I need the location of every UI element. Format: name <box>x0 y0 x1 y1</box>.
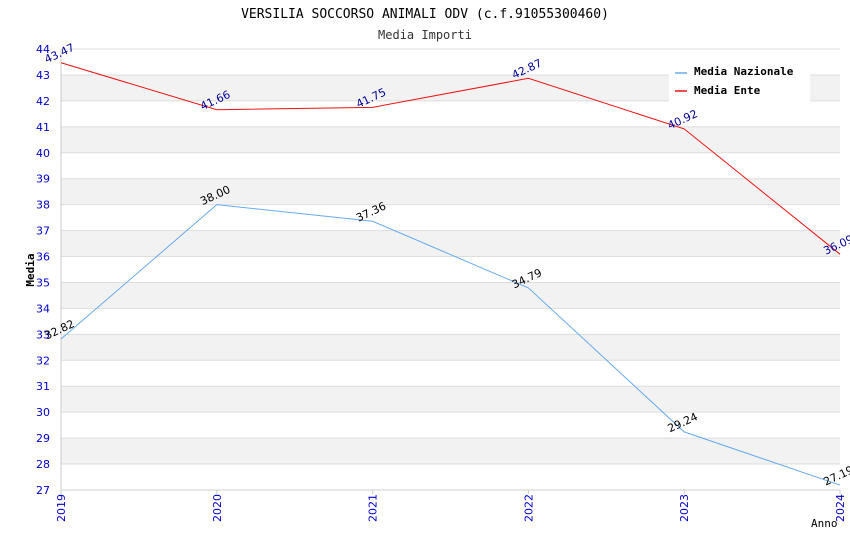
x-tick-label: 2020 <box>211 494 224 522</box>
y-tick-label: 42 <box>36 95 50 108</box>
y-tick-label: 33 <box>36 328 50 341</box>
grid-band <box>61 126 840 153</box>
grid-lines <box>60 48 841 494</box>
x-tick-label: 2023 <box>678 494 691 522</box>
grid-band <box>61 282 840 309</box>
data-label-media-nazionale: 27.19 <box>821 463 850 488</box>
y-tick-label: 28 <box>36 458 50 471</box>
y-tick-label: 29 <box>36 432 50 445</box>
x-axis-label: Anno <box>811 517 838 530</box>
y-tick-labels: 27 28 29 30 31 32 33 34 35 36 37 38 39 40 41 42 43 44 <box>36 43 50 497</box>
grid-band <box>61 386 840 413</box>
x-tick-label: 2022 <box>522 494 535 522</box>
chart-subtitle: Media Importi <box>378 28 472 42</box>
chart-title: VERSILIA SOCCORSO ANIMALI ODV (c.f.91055… <box>241 7 609 22</box>
y-tick-label: 32 <box>36 354 50 367</box>
legend-label-media-nazionale: Media Nazionale <box>694 65 794 78</box>
y-tick-label: 43 <box>36 69 50 82</box>
grid-band <box>61 230 840 257</box>
legend-label-media-ente: Media Ente <box>694 84 761 97</box>
x-tick-label: 2024 <box>834 494 847 522</box>
series-lines <box>60 62 841 486</box>
x-tick-label: 2021 <box>367 494 380 522</box>
y-tick-label: 39 <box>36 173 50 186</box>
background-bands <box>61 74 840 465</box>
y-tick-label: 44 <box>36 43 50 56</box>
y-tick-label: 38 <box>36 199 50 212</box>
y-axis-label: Media <box>24 253 37 286</box>
series-line-media-ente <box>60 62 841 255</box>
grid-band <box>61 178 840 205</box>
y-tick-label: 40 <box>36 147 50 160</box>
y-tick-label: 41 <box>36 121 50 134</box>
series-line-media-nazionale <box>60 204 841 486</box>
x-tick-label: 2019 <box>55 494 68 522</box>
y-tick-label: 27 <box>36 484 50 497</box>
data-label-media-nazionale: 29.24 <box>666 410 700 435</box>
data-labels: 32.8238.0037.3634.7929.2427.1943.4741.66… <box>42 41 850 488</box>
grid-band <box>61 438 840 465</box>
x-tick-labels: 2019 2020 2021 2022 2023 2024 <box>55 494 847 522</box>
legend: Media Nazionale Media Ente <box>669 62 810 102</box>
y-tick-label: 31 <box>36 380 50 393</box>
y-tick-label: 36 <box>36 251 50 264</box>
y-tick-label: 37 <box>36 225 50 238</box>
y-tick-label: 30 <box>36 406 50 419</box>
y-tick-label: 34 <box>36 302 50 315</box>
grid-band <box>61 334 840 361</box>
legend-box <box>669 62 810 102</box>
y-tick-label: 35 <box>36 276 50 289</box>
axes <box>60 49 840 491</box>
